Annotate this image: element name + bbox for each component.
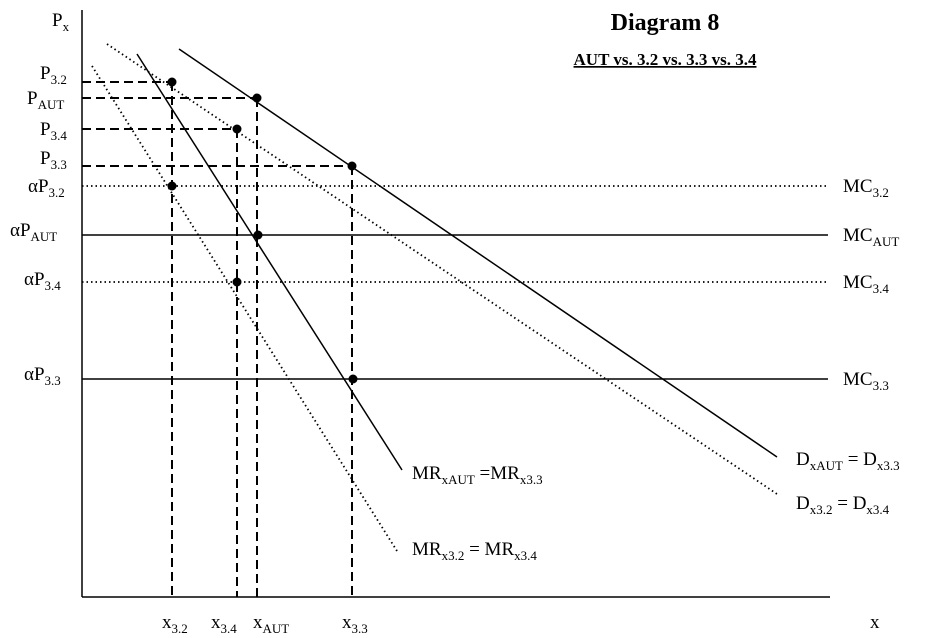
demand-3-2-3-4-curve [106,43,778,495]
label-mc-aut: MCAUT [843,225,899,249]
point-mr-mc-3-4 [232,277,242,287]
label-alpha-p-3-2: αP3.2 [28,176,65,200]
label-mc-3-2: MC3.2 [843,176,889,200]
label-demand-aut-3-3: DxAUT = Dx3.3 [796,449,900,473]
point-demand-aut [252,93,262,103]
label-mc-3-3: MC3.3 [843,369,889,393]
point-demand-3-3 [347,161,357,171]
point-mr-mc-3-3 [348,374,358,384]
label-mc-3-4: MC3.4 [843,272,889,296]
label-p-aut: PAUT [27,88,64,112]
x-axis-label: x [870,612,880,633]
label-demand-3-2-3-4: Dx3.2 = Dx3.4 [796,493,890,517]
label-alpha-p-aut: αPAUT [10,220,57,244]
label-x-3-4: x3.4 [211,612,237,636]
label-p-3-4: P3.4 [40,119,67,143]
label-mr-3-2-3-4: MRx3.2 = MRx3.4 [412,539,537,563]
point-demand-3-4 [232,124,242,134]
label-x-3-2: x3.2 [162,612,188,636]
point-mr-mc-3-2 [167,181,177,191]
point-demand-3-2 [167,77,177,87]
label-p-3-2: P3.2 [40,63,67,87]
diagram-subtitle: AUT vs. 3.2 vs. 3.3 vs. 3.4 [574,50,757,69]
mr-3-2-3-4-curve [91,65,398,552]
mr-aut-3-3-curve [136,53,403,471]
label-p-3-3: P3.3 [40,148,67,172]
label-alpha-p-3-4: αP3.4 [24,269,61,293]
label-mr-aut-3-3: MRxAUT =MRx3.3 [412,463,543,487]
label-x-3-3: x3.3 [342,612,368,636]
y-axis-label: Px [52,10,70,34]
label-x-aut: xAUT [253,612,289,636]
demand-aut-3-3-curve [178,48,778,458]
label-alpha-p-3-3: αP3.3 [24,364,61,388]
point-mr-mc-aut [253,230,263,240]
diagram-title: Diagram 8 [611,10,720,36]
